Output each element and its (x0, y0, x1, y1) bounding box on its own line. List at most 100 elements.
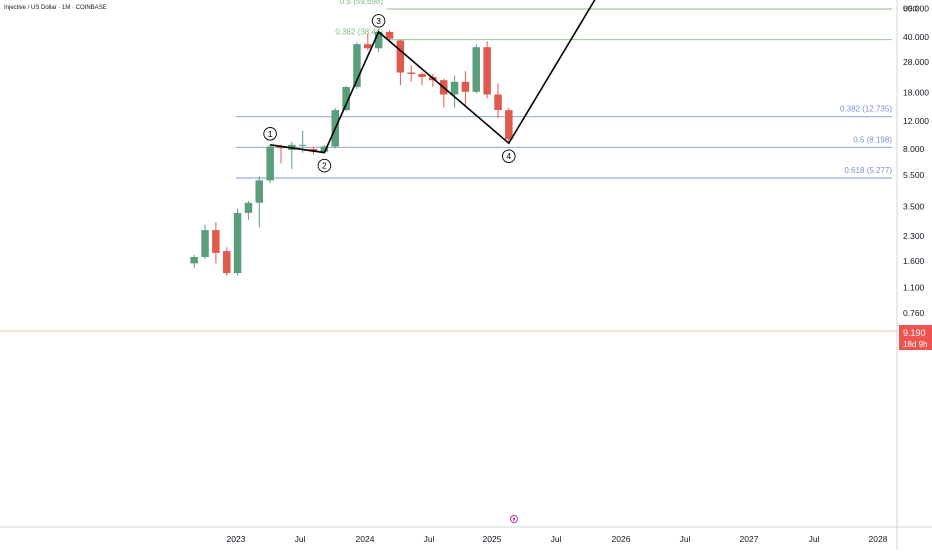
candles-layer (190, 29, 513, 276)
wave-path[interactable] (269, 0, 661, 154)
x-tick-label: 2026 (612, 534, 631, 544)
event-marker[interactable] (510, 515, 518, 523)
candle-body (298, 144, 307, 146)
candle-body (450, 81, 459, 95)
candle (494, 83, 502, 118)
x-tick-label: 2025 (483, 534, 502, 544)
candle (483, 41, 491, 99)
candle-body (364, 44, 372, 49)
price-tag-background (899, 325, 932, 350)
candle-body (461, 81, 470, 92)
y-tick-label: 12.000 (903, 116, 929, 126)
y-tick-label: 1.100 (903, 282, 925, 292)
price-tag-value: 9.190 (903, 328, 926, 338)
candle-body (505, 110, 513, 140)
candle (201, 224, 209, 260)
candle (190, 255, 198, 269)
price-tag-countdown: 18d 9h (903, 340, 927, 349)
y-tick-label: 8.000 (903, 144, 925, 154)
event-marker-glyph (512, 516, 516, 522)
x-tick-label: 2023 (227, 534, 246, 544)
x-tick-label: 2027 (740, 534, 759, 544)
candle-body (223, 251, 231, 274)
candle (255, 176, 263, 228)
candle (342, 85, 350, 112)
candle (472, 44, 480, 94)
fib-retracement-layer[interactable]: 1 (385.486)0.618 (92.713)0.5 (59.698)0.3… (236, 0, 892, 179)
y-tick-label: 28.000 (903, 57, 929, 67)
elliott-wave-layer[interactable]: 12345 (263, 0, 667, 173)
candle (223, 247, 231, 276)
symbol-header: Injective / US Dollar · 1M · COINBASE (4, 5, 107, 11)
wave-number: 3 (376, 16, 381, 26)
wave-number: 4 (506, 151, 511, 161)
x-tick-label: Jul (424, 534, 435, 544)
candle-body (374, 31, 383, 49)
candle (244, 200, 253, 220)
y-tick-label: 5.500 (903, 170, 925, 180)
candle (385, 30, 394, 41)
fib-level-label: 0.5 (8.198) (853, 135, 892, 144)
candle (233, 208, 242, 276)
candle-body (212, 230, 220, 253)
wave-marker[interactable] (263, 127, 277, 141)
candle (505, 107, 513, 144)
candle (396, 39, 405, 86)
wave-number: 2 (322, 161, 327, 171)
fib-level-label: 0.5 (59.698) (340, 0, 383, 6)
candle-body (277, 146, 285, 149)
candle-body (201, 230, 209, 257)
currency-label: USD (903, 6, 918, 13)
candle-body (190, 257, 198, 264)
candle (418, 72, 426, 86)
candle-body (385, 31, 394, 39)
candle (212, 222, 220, 264)
candle (407, 65, 415, 82)
x-tick-label: 2028 (869, 534, 888, 544)
wave-marker[interactable] (502, 149, 516, 163)
x-tick-label: Jul (295, 534, 306, 544)
candle (266, 144, 274, 184)
x-tick-label: Jul (551, 534, 562, 544)
y-tick-label: 3.500 (903, 202, 925, 212)
fib-level-label: 0.382 (38.44) (335, 28, 383, 37)
fib-level-label: 0.618 (5.277) (844, 166, 892, 175)
y-tick-label: 0.760 (903, 308, 925, 318)
candle-body (494, 94, 502, 110)
candle-body (342, 87, 350, 111)
wave-label-3[interactable]: 3 (371, 14, 386, 28)
y-tick-label: 18.000 (903, 88, 929, 98)
candle-body (472, 47, 480, 92)
wave-number: 1 (268, 129, 273, 139)
candle-body (320, 146, 329, 152)
candle (364, 33, 372, 51)
wave-label-2[interactable]: 2 (317, 158, 332, 173)
candle (277, 144, 285, 164)
candle-body (255, 180, 263, 203)
candle (461, 71, 470, 106)
candle-body (233, 212, 242, 273)
y-tick-label: 2.300 (903, 231, 925, 241)
candle (450, 75, 459, 108)
wave-marker[interactable] (317, 158, 332, 173)
fib-level-label: 0.382 (12.735) (840, 105, 892, 114)
price-tag: 9.190 18d 9h (899, 325, 932, 350)
y-tick-label: 60.000 (903, 4, 929, 14)
wave-marker[interactable] (371, 14, 386, 28)
candle-body (418, 74, 426, 77)
x-tick-label: Jul (809, 534, 820, 544)
candle-body (483, 47, 491, 95)
candle-body (396, 40, 405, 73)
candle-body (353, 44, 361, 87)
y-tick-label: 1.600 (903, 256, 925, 266)
y-tick-label: 40.000 (903, 32, 929, 42)
x-tick-label: Jul (680, 534, 691, 544)
wave-label-1[interactable]: 1 (263, 127, 277, 141)
wave-label-4[interactable]: 4 (502, 149, 516, 163)
candle-body (407, 72, 415, 74)
candle-body (266, 146, 274, 181)
x-tick-label: 2024 (356, 534, 375, 544)
